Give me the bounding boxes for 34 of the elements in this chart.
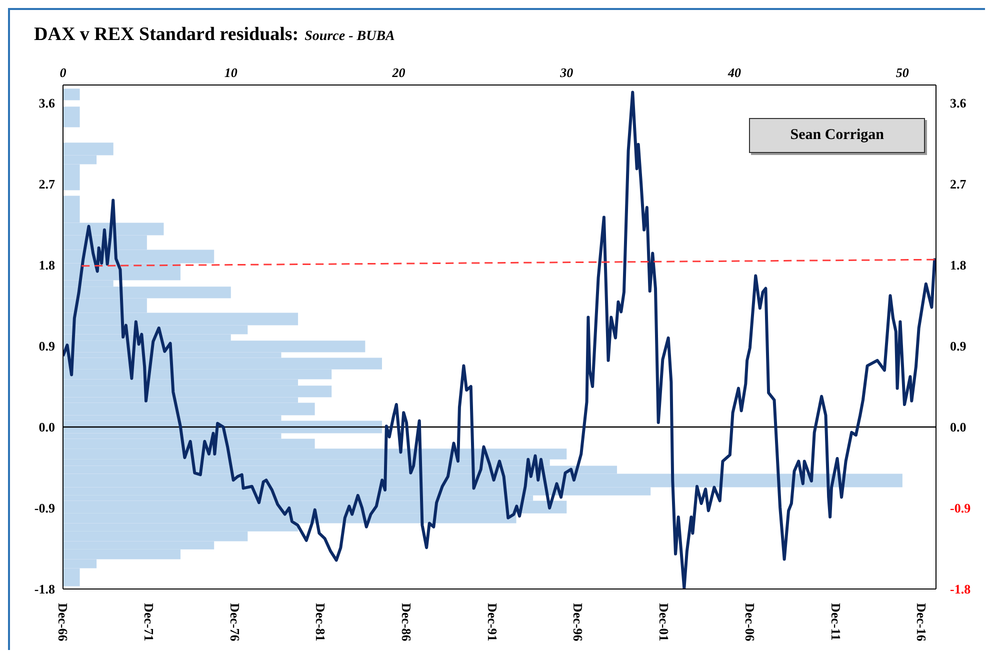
label-box: Sean Corrigan xyxy=(749,118,925,153)
x-tick-label: 40 xyxy=(727,65,742,80)
x-tick-label: Dec-76 xyxy=(227,603,242,642)
y-tick-label: -1.8 xyxy=(34,582,56,597)
x-tick-label: 10 xyxy=(224,65,238,80)
x-tick-label: 20 xyxy=(391,65,406,80)
y-tick-label: 1.8 xyxy=(38,258,56,273)
y2-tick-label: 0.9 xyxy=(950,338,967,354)
y-tick-label: 0.0 xyxy=(38,420,55,435)
y-tick-label: 0.9 xyxy=(38,338,56,354)
x-tick-label: Dec-11 xyxy=(828,603,844,641)
x-tick-label: Dec-06 xyxy=(742,603,758,642)
y2-tick-label: 1.8 xyxy=(950,258,967,272)
y2-tick-label: 2.7 xyxy=(950,176,967,192)
x-tick-label: Dec-71 xyxy=(141,603,156,642)
chart-subtitle: Source - BUBA xyxy=(304,29,395,44)
x-tick-label: Dec-96 xyxy=(570,603,586,642)
x-tick-label: 50 xyxy=(896,65,910,80)
x-tick-label: Dec-16 xyxy=(914,603,930,642)
x-tick-label: Dec-91 xyxy=(484,603,500,642)
y-tick-label: 3.6 xyxy=(38,96,56,111)
x-tick-label: Dec-86 xyxy=(398,603,414,642)
y2-tick-label: -1.8 xyxy=(950,582,972,596)
y2-tick-label: 3.6 xyxy=(950,96,967,110)
y2-tick-label: 0.0 xyxy=(950,420,966,434)
y2-tick-label: -0.9 xyxy=(950,500,972,516)
y-tick-label: 2.7 xyxy=(38,176,56,192)
y-tick-label: -0.9 xyxy=(34,500,56,516)
x-tick-label: Dec-01 xyxy=(656,603,672,642)
x-tick-label: 30 xyxy=(559,65,574,80)
chart-title: DAX v REX Standard residuals: xyxy=(34,24,299,45)
x-tick-label: 0 xyxy=(60,65,67,80)
x-tick-label: Dec-66 xyxy=(56,603,70,642)
x-tick-label: Dec-81 xyxy=(313,603,328,642)
